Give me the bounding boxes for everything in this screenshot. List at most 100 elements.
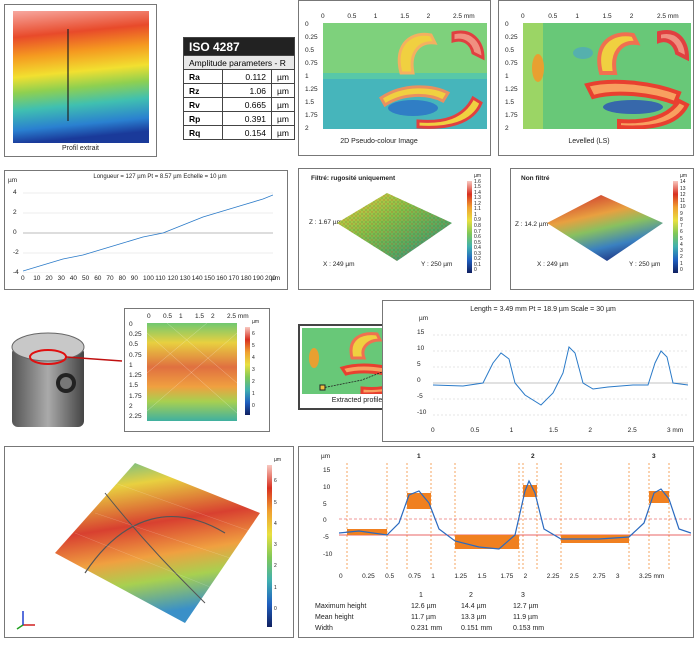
stats-cell: 0.153 mm bbox=[513, 625, 545, 632]
scale-label: 0.5 bbox=[474, 239, 481, 246]
tick-label: 15 bbox=[323, 467, 331, 474]
scale-label: 1.5 bbox=[474, 184, 481, 191]
scale-label: 3 bbox=[274, 542, 277, 548]
tick-label: 1.75 bbox=[129, 392, 142, 400]
profile-chart-x-unit: µm bbox=[271, 275, 281, 282]
scale-label: 1 bbox=[474, 211, 477, 218]
color-bar bbox=[267, 465, 272, 627]
tick-label: -4 bbox=[13, 269, 19, 276]
tick-label: 0.25 bbox=[362, 573, 375, 580]
scale-label: 1.3 bbox=[474, 195, 481, 202]
tick-label: 0.5 bbox=[505, 47, 515, 54]
color-bar bbox=[245, 327, 250, 415]
tick-label: 1 bbox=[305, 73, 309, 80]
peak-label-2: 2 bbox=[531, 453, 535, 460]
tick-label: 2 bbox=[13, 209, 17, 216]
tick-label: 0 bbox=[13, 229, 17, 236]
color-bar bbox=[673, 181, 678, 273]
scale-label: 0 bbox=[474, 267, 477, 274]
scale-label: 10 bbox=[680, 204, 686, 211]
tick-label: 3 bbox=[615, 573, 620, 580]
table-row: Rq 0.154 µm bbox=[183, 125, 295, 140]
scale-label: 0.2 bbox=[474, 256, 481, 263]
tick-label: 5 bbox=[323, 500, 327, 508]
length-chart-header: Length = 3.49 mm Pt = 18.9 µm Scale = 30… bbox=[470, 306, 616, 313]
color-bar bbox=[467, 181, 472, 273]
scale-label: 7 bbox=[680, 223, 683, 229]
tick-label: 0 bbox=[521, 13, 525, 20]
tick-label: 140 bbox=[191, 275, 203, 282]
tick-label: 0.75 bbox=[505, 60, 518, 67]
scale-label: 1 bbox=[680, 260, 683, 267]
tick-label: 0 bbox=[323, 517, 327, 525]
tick-label: 1 bbox=[505, 73, 509, 80]
tick-label: 1.5 bbox=[305, 99, 315, 106]
tick-label: 1.5 bbox=[602, 13, 612, 20]
tick-label: 0.5 bbox=[385, 573, 395, 580]
profile-chart-y-unit: µm bbox=[8, 177, 18, 184]
tick-label: 130 bbox=[179, 275, 191, 282]
tick-label: 150 bbox=[204, 275, 215, 282]
tick-label: 0 bbox=[321, 13, 325, 20]
scale-label: 9 bbox=[680, 210, 683, 217]
view3d-panel: µm 6 5 4 3 2 1 0 bbox=[4, 446, 294, 638]
scale-label: 6 bbox=[680, 229, 683, 236]
levelled-caption: Levelled (LS) bbox=[568, 138, 610, 145]
scale-label: 8 bbox=[680, 216, 683, 223]
scale-label: 4 bbox=[680, 241, 683, 248]
scale-label: 2 bbox=[680, 254, 683, 261]
tick-label: 2.5 mm bbox=[227, 313, 249, 320]
tick-label: 0 bbox=[129, 321, 133, 328]
nonfiltre-z-label: Z : 14.2 µm bbox=[515, 221, 549, 228]
nonfiltre-x-label: X : 249 µm bbox=[537, 261, 569, 268]
tick-label: 200 bbox=[265, 275, 276, 282]
stats-cell: 12.6 µm bbox=[411, 603, 437, 610]
stats-row-label: Maximum height bbox=[315, 603, 367, 610]
table-row: Ra 0.112 µm bbox=[183, 69, 295, 84]
tick-label: 4 bbox=[13, 189, 17, 196]
tick-label: 1.5 bbox=[477, 573, 487, 580]
piston-photo bbox=[11, 332, 123, 427]
length-chart-panel: Length = 3.49 mm Pt = 18.9 µm Scale = 30… bbox=[382, 300, 694, 442]
tick-label: 1 bbox=[179, 313, 183, 320]
stats-cell: 12.7 µm bbox=[513, 603, 539, 610]
scale-label: 0.8 bbox=[474, 223, 481, 229]
stats-row-label: Width bbox=[315, 625, 333, 632]
scale-label: 0.3 bbox=[474, 250, 481, 257]
tick-label: 190 bbox=[252, 275, 264, 282]
tick-label: 0.5 bbox=[548, 13, 558, 20]
peak-label-3: 3 bbox=[652, 453, 656, 460]
scale-label: 5 bbox=[680, 235, 683, 242]
stats-header: 3 bbox=[521, 592, 525, 599]
view3d-surface bbox=[55, 463, 260, 623]
tick-label: 1 bbox=[373, 13, 378, 20]
tick-label: 0.75 bbox=[305, 60, 318, 67]
tick-label: 0 bbox=[505, 21, 509, 28]
scale-label: 0.1 bbox=[474, 261, 481, 268]
filtre-z-label: Z : 1.67 µm bbox=[309, 219, 343, 226]
scale-label: µm bbox=[274, 457, 282, 463]
stats-row-label: Mean height bbox=[315, 614, 354, 621]
filtre-surface bbox=[337, 193, 452, 261]
tick-label: 2.5 bbox=[569, 573, 579, 580]
stats-header: 1 bbox=[419, 592, 423, 599]
pseudo-colour-panel: 0 0.5 1 1.5 2 2.5 mm 0 0.25 0.5 0.75 1 1.25 1.5 1.75… bbox=[298, 0, 491, 156]
tick-label: 2.5 mm bbox=[657, 13, 679, 20]
tick-label: 0.75 bbox=[129, 351, 142, 359]
tick-label: 0.5 bbox=[470, 427, 480, 434]
filtre-panel: Filtré: rugosité uniquement Z : 1.67 µm … bbox=[298, 168, 491, 290]
axes-triad-icon bbox=[16, 611, 35, 630]
tick-label: 0.75 bbox=[408, 573, 421, 580]
peak-label-1: 1 bbox=[417, 453, 421, 460]
scale-label: 0 bbox=[252, 403, 255, 409]
iso-title: ISO 4287 bbox=[183, 37, 295, 56]
tick-label: 0.5 bbox=[347, 13, 357, 20]
table-row: Rz 1.06 µm bbox=[183, 83, 295, 98]
nonfiltre-surface bbox=[547, 195, 663, 261]
tick-label: 160 bbox=[216, 275, 228, 282]
stats-cell: 0.231 mm bbox=[411, 625, 443, 632]
tick-label: 0.5 bbox=[163, 313, 173, 320]
stats-cell: 14.4 µm bbox=[461, 603, 487, 610]
tick-label: 0.5 bbox=[129, 341, 139, 349]
nonfiltre-y-label: Y : 250 µm bbox=[629, 261, 661, 268]
